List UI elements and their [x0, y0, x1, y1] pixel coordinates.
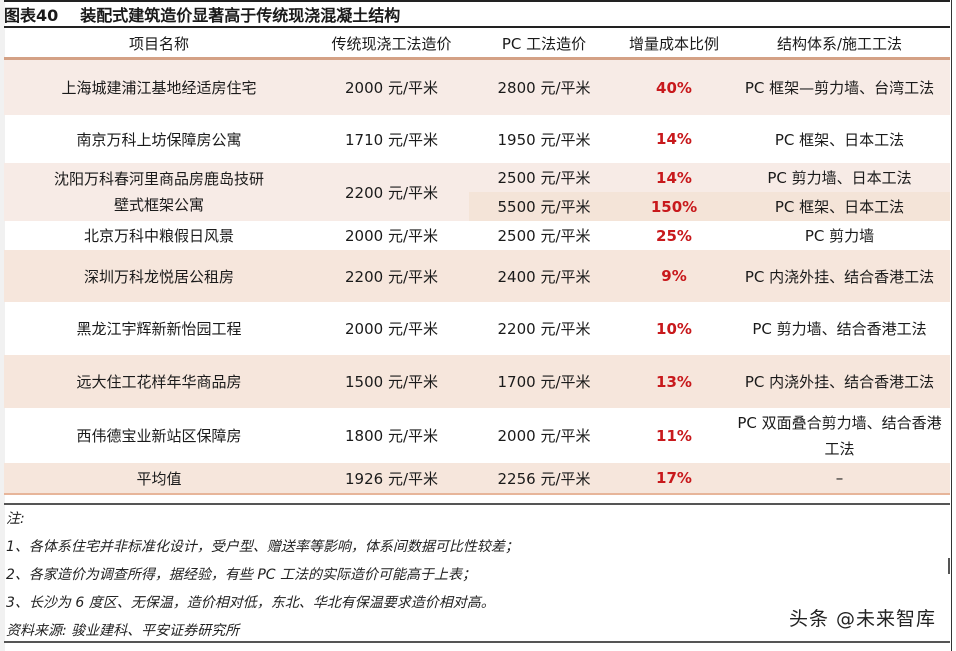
table-row-split: 沈阳万科春河里商品房鹿岛技研 壁式框架公寓 2200 元/平米 2500 元/平…	[4, 163, 950, 221]
increment-ratio: 150%	[650, 197, 698, 216]
structure-system: PC 剪力墙、结合香港工法	[752, 320, 927, 338]
structure-system: PC 剪力墙	[804, 227, 875, 245]
table-row: 南京万科上坊保障房公寓 1710 元/平米 1950 元/平米 14% PC 框…	[4, 115, 950, 163]
pc-cost: 2800 元/平米	[497, 79, 591, 97]
notes-label: 注:	[6, 511, 25, 527]
structure-system-line1: PC 双面叠合剪力墙、结合香港	[737, 413, 942, 432]
left-margin-strip	[0, 0, 5, 651]
split-subrows: 2500 元/平米 14% PC 剪力墙、日本工法 5500 元/平米 150%…	[469, 163, 950, 221]
increment-ratio: 25%	[656, 226, 692, 245]
note-item: 1、各体系住宅并非标准化设计，受户型、赠送率等影响，体系间数据可比性较差；	[6, 539, 519, 555]
scroll-indicator	[948, 558, 950, 574]
project-name: 沈阳万科春河里商品房鹿岛技研 壁式框架公寓	[4, 166, 314, 218]
source-note: 资料来源: 骏业建科、平安证券研究所	[6, 623, 240, 639]
header-increment-ratio: 增量成本比例	[628, 35, 719, 53]
figure-title: 图表40 装配式建筑造价显著高于传统现浇混凝土结构	[4, 0, 950, 28]
pc-cost: 2400 元/平米	[497, 267, 591, 286]
watermark: 头条 @未来智库	[788, 608, 936, 630]
traditional-cost: 2000 元/平米	[345, 79, 438, 97]
pc-cost: 2500 元/平米	[497, 227, 591, 245]
pc-cost: 2000 元/平米	[497, 427, 591, 445]
note-item: 3、长沙为 6 度区、无保温，造价相对低，东北、华北有保温要求造价相对高。	[6, 595, 495, 611]
project-name-line2: 壁式框架公寓	[113, 196, 204, 214]
average-traditional-cost: 1926 元/平米	[345, 469, 438, 488]
cost-comparison-table: 项目名称 传统现浇工法造价 PC 工法造价 增量成本比例 结构体系/施工工法 上…	[4, 30, 950, 495]
project-name: 黑龙江宇辉新新怡园工程	[76, 320, 242, 338]
pc-cost: 2200 元/平米	[497, 320, 591, 338]
table-row: 远大住工花样年华商品房 1500 元/平米 1700 元/平米 13% PC 内…	[4, 355, 950, 408]
traditional-cost: 2000 元/平米	[345, 320, 438, 338]
increment-ratio: 10%	[656, 319, 692, 338]
project-name: 北京万科中粮假日风景	[83, 227, 234, 245]
pc-cost: 1700 元/平米	[497, 373, 591, 391]
header-pc-cost: PC 工法造价	[501, 35, 587, 53]
figure-number: 图表40	[4, 6, 59, 25]
increment-ratio: 9%	[661, 267, 687, 285]
project-name-line1: 沈阳万科春河里商品房鹿岛技研	[53, 170, 264, 188]
note-item: 2、各家造价为调查所得，据经验，有些 PC 工法的实际造价可能高于上表；	[6, 567, 477, 583]
increment-ratio: 13%	[656, 372, 692, 391]
average-increment-ratio: 17%	[656, 469, 692, 487]
traditional-cost: 1500 元/平米	[345, 373, 438, 391]
structure-system: PC 框架、日本工法	[774, 198, 905, 216]
traditional-cost: 2000 元/平米	[345, 227, 438, 245]
traditional-cost: 2200 元/平米	[345, 267, 438, 286]
structure-system: PC 内浇外挂、结合香港工法	[744, 267, 935, 286]
project-name: 南京万科上坊保障房公寓	[76, 130, 242, 149]
table-header: 项目名称 传统现浇工法造价 PC 工法造价 增量成本比例 结构体系/施工工法	[4, 30, 950, 60]
average-structure-system: –	[835, 469, 844, 487]
figure-caption: 装配式建筑造价显著高于传统现浇混凝土结构	[80, 6, 401, 25]
pc-cost: 2500 元/平米	[497, 169, 591, 187]
project-name: 远大住工花样年华商品房	[76, 373, 242, 391]
structure-system: PC 内浇外挂、结合香港工法	[744, 373, 935, 391]
right-border	[951, 0, 952, 651]
average-pc-cost: 2256 元/平米	[497, 469, 591, 488]
sub-row: 2500 元/平米 14% PC 剪力墙、日本工法	[469, 163, 950, 192]
traditional-cost: 1800 元/平米	[345, 427, 438, 445]
header-structure-system: 结构体系/施工工法	[776, 35, 903, 53]
increment-ratio: 11%	[656, 426, 692, 445]
header-traditional-cost: 传统现浇工法造价	[331, 35, 452, 53]
structure-system: PC 框架、日本工法	[774, 130, 905, 149]
header-project-name: 项目名称	[128, 35, 189, 53]
increment-ratio: 14%	[656, 168, 692, 187]
increment-ratio: 14%	[656, 130, 692, 148]
structure-system: PC 双面叠合剪力墙、结合香港 工法	[729, 410, 950, 462]
table-row: 上海城建浦江基地经适房住宅 2000 元/平米 2800 元/平米 40% PC…	[4, 60, 950, 115]
sub-row: 5500 元/平米 150% PC 框架、日本工法	[469, 192, 950, 221]
pc-cost: 1950 元/平米	[497, 130, 591, 149]
notes-section: 注: 1、各体系住宅并非标准化设计，受户型、赠送率等影响，体系间数据可比性较差；…	[4, 503, 950, 643]
average-row: 平均值 1926 元/平米 2256 元/平米 17% –	[4, 463, 950, 495]
table-row: 西伟德宝业新站区保障房 1800 元/平米 2000 元/平米 11% PC 双…	[4, 408, 950, 463]
table-row: 深圳万科龙悦居公租房 2200 元/平米 2400 元/平米 9% PC 内浇外…	[4, 250, 950, 302]
table-row: 黑龙江宇辉新新怡园工程 2000 元/平米 2200 元/平米 10% PC 剪…	[4, 302, 950, 355]
average-label: 平均值	[136, 469, 182, 488]
table-row: 北京万科中粮假日风景 2000 元/平米 2500 元/平米 25% PC 剪力…	[4, 221, 950, 250]
traditional-cost: 2200 元/平米	[345, 183, 438, 202]
traditional-cost: 1710 元/平米	[345, 130, 438, 149]
pc-cost: 5500 元/平米	[497, 198, 591, 216]
project-name: 深圳万科龙悦居公租房	[83, 267, 234, 286]
project-name: 上海城建浦江基地经适房住宅	[61, 79, 257, 97]
increment-ratio: 40%	[656, 78, 692, 97]
project-name: 西伟德宝业新站区保障房	[76, 427, 242, 445]
structure-system: PC 剪力墙、日本工法	[767, 169, 912, 187]
structure-system: PC 框架—剪力墙、台湾工法	[744, 79, 935, 97]
structure-system-line2: 工法	[824, 439, 855, 458]
